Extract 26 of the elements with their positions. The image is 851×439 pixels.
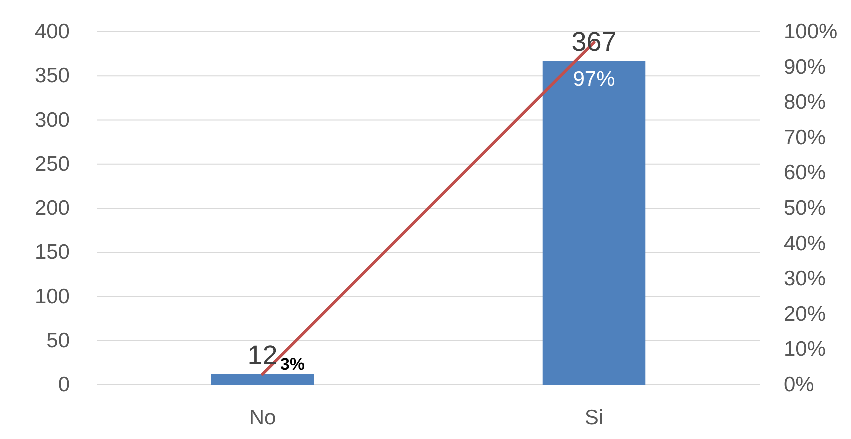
y-tick-label: 400: [34, 20, 70, 44]
y-tick-label: 350: [34, 64, 70, 88]
y2-tick-label: 100%: [784, 20, 838, 44]
y2-tick-label: 90%: [784, 56, 826, 79]
y2-tick-label: 40%: [784, 232, 826, 256]
y2-tick-label: 20%: [784, 302, 826, 326]
y-tick-label: 100: [34, 285, 70, 308]
y2-tick-label: 80%: [784, 91, 826, 114]
y2-tick-label: 10%: [784, 338, 826, 362]
data-label: 367: [572, 27, 617, 58]
y2-tick-label: 0%: [784, 374, 814, 396]
x-tick-label: Si: [584, 406, 604, 430]
y-tick-label: 200: [34, 197, 70, 220]
x-tick-label: No: [249, 406, 276, 430]
data-label: 12: [248, 340, 278, 370]
y-tick-label: 300: [34, 108, 70, 132]
data-label: 3%: [280, 354, 306, 374]
y2-tick-label: 70%: [784, 126, 826, 150]
y2-tick-label: 50%: [784, 197, 826, 220]
y2-tick-label: 60%: [784, 162, 826, 185]
data-label: 97%: [573, 68, 616, 92]
y-tick-label: 150: [34, 241, 70, 264]
y2-tick-label: 30%: [784, 268, 826, 291]
y-tick-label: 50: [46, 329, 70, 352]
y-tick-label: 0: [58, 374, 70, 396]
y-tick-label: 250: [34, 152, 70, 176]
